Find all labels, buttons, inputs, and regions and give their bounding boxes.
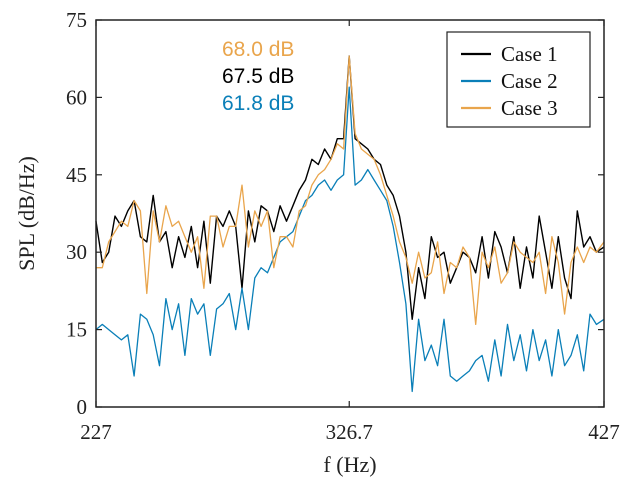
legend: Case 1 Case 2 Case 3 <box>446 31 591 128</box>
peak-annotation: 68.0 dB <box>222 38 294 61</box>
legend-label: Case 1 <box>501 42 558 66</box>
legend-label: Case 2 <box>501 69 558 93</box>
peak-annotation: 61.8 dB <box>222 92 294 115</box>
ticks-layer: 0 15 30 45 60 75 227 326.7 427 <box>66 8 620 444</box>
y-tick-label: 15 <box>66 318 87 342</box>
y-tick-label: 30 <box>66 240 87 264</box>
x-tick-label: 427 <box>588 420 620 444</box>
y-axis-label: SPL (dB/Hz) <box>14 156 39 271</box>
plot-frame <box>95 19 605 408</box>
x-tick-label: 227 <box>80 420 112 444</box>
annotation-layer: 68.0 dB 67.5 dB 61.8 dB <box>222 38 294 115</box>
legend-box <box>446 31 591 128</box>
legend-label: Case 3 <box>501 96 558 120</box>
y-tick-label: 0 <box>77 395 88 419</box>
y-tick-label: 45 <box>66 163 87 187</box>
series-layer <box>95 55 605 393</box>
y-tick-label: 60 <box>66 85 87 109</box>
peak-annotation: 67.5 dB <box>222 65 294 88</box>
x-tick-label: 326.7 <box>326 420 373 444</box>
series-line-case-3 <box>96 55 605 326</box>
series-line-case-2 <box>95 86 605 393</box>
y-tick-label: 75 <box>66 8 87 32</box>
x-axis-label: f (Hz) <box>323 452 376 477</box>
